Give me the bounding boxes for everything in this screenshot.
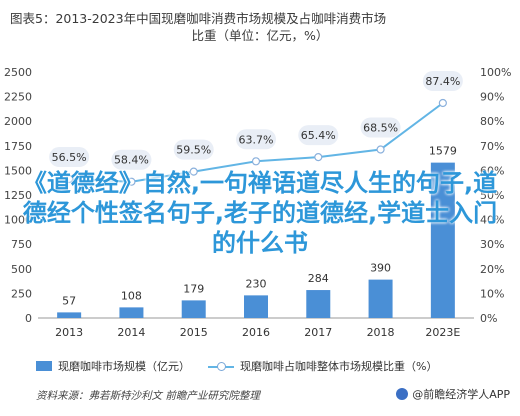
line-value-label: 58.4% [114, 154, 149, 167]
x-tick-label: 2023E [425, 326, 460, 339]
line-point [189, 167, 198, 176]
legend-bar-label: 现磨咖啡市场规模（亿元） [58, 360, 190, 373]
line-label-box [49, 147, 90, 168]
y-left-tick-label: 500 [11, 263, 32, 276]
bar [57, 312, 82, 318]
bar [181, 300, 206, 318]
brand-logo-icon [396, 388, 409, 400]
x-tick-label: 2013 [55, 326, 83, 339]
bar-value-label: 1579 [429, 145, 457, 158]
y-left-tick-label: 0 [25, 312, 32, 325]
legend-line-label: 现磨咖啡占咖啡整体市场规模比重（%） [240, 360, 438, 373]
y-right-tick-label: 80% [480, 115, 504, 128]
chart-title: 图表5：2013-2023年中国现磨咖啡消费市场规模及占咖啡消费市场 比重（单位… [10, 10, 510, 44]
y-right-tick-label: 60% [480, 164, 504, 177]
line-value-label: 87.4% [425, 75, 460, 88]
legend: 现磨咖啡市场规模（亿元） 现磨咖啡占咖啡整体市场规模比重（%） [36, 358, 437, 374]
y-left-tick-label: 2500 [4, 66, 32, 79]
y-right-tick-label: 50% [480, 189, 504, 202]
y-left-tick-label: 250 [11, 287, 32, 300]
bar [119, 307, 144, 318]
x-tick-label: 2018 [367, 326, 395, 339]
x-tick-label: 2014 [117, 326, 145, 339]
y-left-tick-label: 1500 [4, 164, 32, 177]
y-right-tick-label: 40% [480, 214, 504, 227]
bar-value-label: 390 [370, 262, 391, 275]
line-label-box [360, 117, 401, 138]
line-point [438, 98, 447, 108]
overlay-text: 《道德经》自然,一句禅语道尽人生的句子,道德经个性签名句子,老子的道德经,学道士… [22, 169, 498, 257]
x-tick-label: 2016 [242, 326, 270, 339]
bar-value-label: 230 [246, 277, 267, 290]
y-right-tick-label: 0% [480, 312, 497, 325]
line-point [314, 153, 323, 162]
bar [430, 162, 455, 318]
line-value-label: 56.5% [52, 151, 87, 164]
line-point [127, 177, 136, 186]
bar-value-label: 108 [121, 289, 142, 302]
line-label-box [111, 149, 152, 170]
brand: @前瞻经济学人APP [396, 386, 510, 402]
line-value-label: 59.5% [176, 144, 211, 157]
line-point [251, 157, 261, 166]
y-right-tick-label: 10% [480, 287, 504, 300]
y-left-tick-label: 2000 [4, 115, 32, 128]
y-left-tick-label: 1750 [4, 140, 32, 153]
line-point [65, 174, 74, 184]
line-label-box [173, 139, 214, 160]
bar [368, 279, 393, 318]
line-label-box [422, 70, 463, 91]
x-tick-label: 2017 [304, 326, 332, 339]
y-right-tick-label: 20% [480, 263, 504, 276]
y-left-tick-label: 1250 [4, 189, 32, 202]
y-right-tick-label: 70% [480, 140, 504, 153]
figure-label: 图表5： [10, 11, 56, 26]
legend-item-bar: 现磨咖啡市场规模（亿元） [36, 358, 190, 374]
line-value-label: 68.5% [363, 121, 398, 134]
bar-value-label: 57 [62, 294, 76, 307]
legend-bar-swatch [36, 361, 52, 371]
y-right-tick-label: 100% [480, 66, 511, 79]
title-line-2: 比重（单位：亿元，%） [191, 28, 329, 43]
x-tick-label: 2015 [180, 326, 208, 339]
line-value-label: 65.4% [301, 129, 336, 142]
legend-line-swatch [208, 361, 234, 371]
title-line-1: 2013-2023年中国现磨咖啡消费市场规模及占咖啡消费市场 [55, 11, 387, 26]
y-left-tick-label: 1000 [4, 214, 32, 227]
bar [244, 295, 268, 318]
y-right-tick-label: 90% [480, 91, 504, 104]
line-label-box [236, 129, 276, 150]
line-label-box [298, 125, 339, 146]
y-left-tick-label: 2250 [4, 91, 32, 104]
line-point [376, 145, 385, 154]
brand-label: @前瞻经济学人APP [412, 388, 510, 401]
bar-value-label: 179 [183, 282, 204, 295]
y-right-tick-label: 30% [480, 238, 504, 251]
legend-item-line: 现磨咖啡占咖啡整体市场规模比重（%） [208, 358, 437, 374]
bar-value-label: 284 [308, 272, 329, 285]
line-value-label: 63.7% [239, 133, 274, 146]
y-left-tick-label: 750 [11, 238, 32, 251]
source-note: 资料来源：弗若斯特沙利文 前瞻产业研究院整理 [36, 390, 260, 402]
bar [306, 290, 331, 318]
